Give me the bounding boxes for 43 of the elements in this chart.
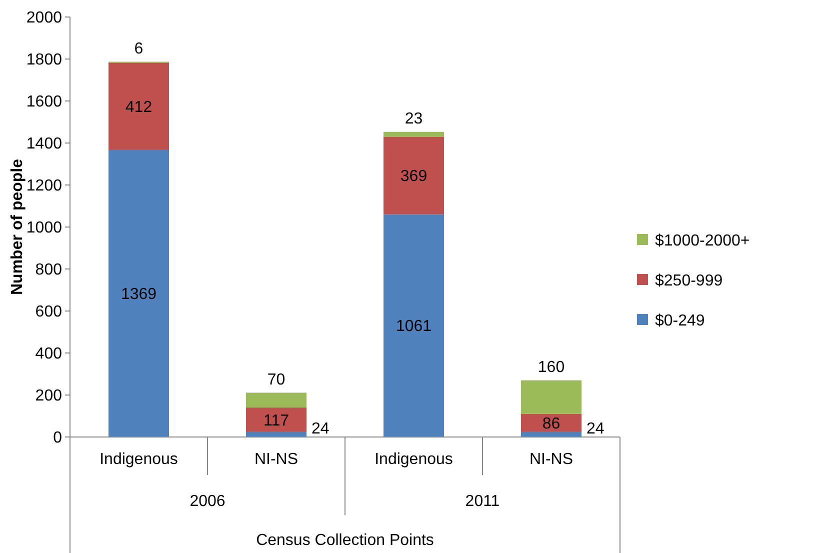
bar [246,392,306,408]
bar [384,136,444,214]
x-tick-label: Indigenous [100,451,178,468]
y-tick-label: 1200 [26,178,62,195]
bar [108,62,169,150]
legend-label: $250-999 [655,272,723,290]
legend-label: $0-249 [655,312,705,330]
data-label: 412 [125,98,152,116]
data-label: 1061 [396,318,432,336]
y-tick-label: 200 [35,388,62,405]
bar [246,407,306,432]
y-tick-label: 1000 [26,220,62,237]
bar [384,132,444,137]
data-label: 24 [312,420,330,438]
data-label: 1369 [120,286,157,303]
y-tick-label: 400 [35,346,62,363]
data-label: 24 [586,420,604,438]
data-label: 160 [538,358,565,376]
data-label: 369 [400,168,428,186]
y-axis-title: Number of people [9,158,26,296]
x-axis-title: Census Collection Points [256,532,434,549]
x-tick-label: NI-NS [529,451,574,468]
y-tick-label: 0 [53,430,62,447]
text: 2011 [465,493,500,510]
y-tick-label: 1800 [26,52,62,69]
data-label: 117 [263,412,290,430]
bar [384,214,444,437]
y-tick-label: 600 [35,304,62,321]
y-tick-label: 1400 [26,136,62,153]
bar [521,414,582,432]
x-tick-label: NI-NS [254,451,298,468]
legend-label: $1000-2000+ [655,232,750,250]
text: 2006 [190,493,226,510]
y-tick-label: 2000 [26,10,62,27]
bar [521,380,582,414]
data-label: 70 [267,371,286,388]
data-label: 23 [404,110,423,128]
x-tick-label: Indigenous [374,451,453,468]
y-tick-label: 800 [35,262,62,279]
data-label: 86 [542,416,560,433]
data-label: 6 [134,40,144,58]
y-tick-label: 1600 [26,94,62,111]
bar [108,150,169,437]
